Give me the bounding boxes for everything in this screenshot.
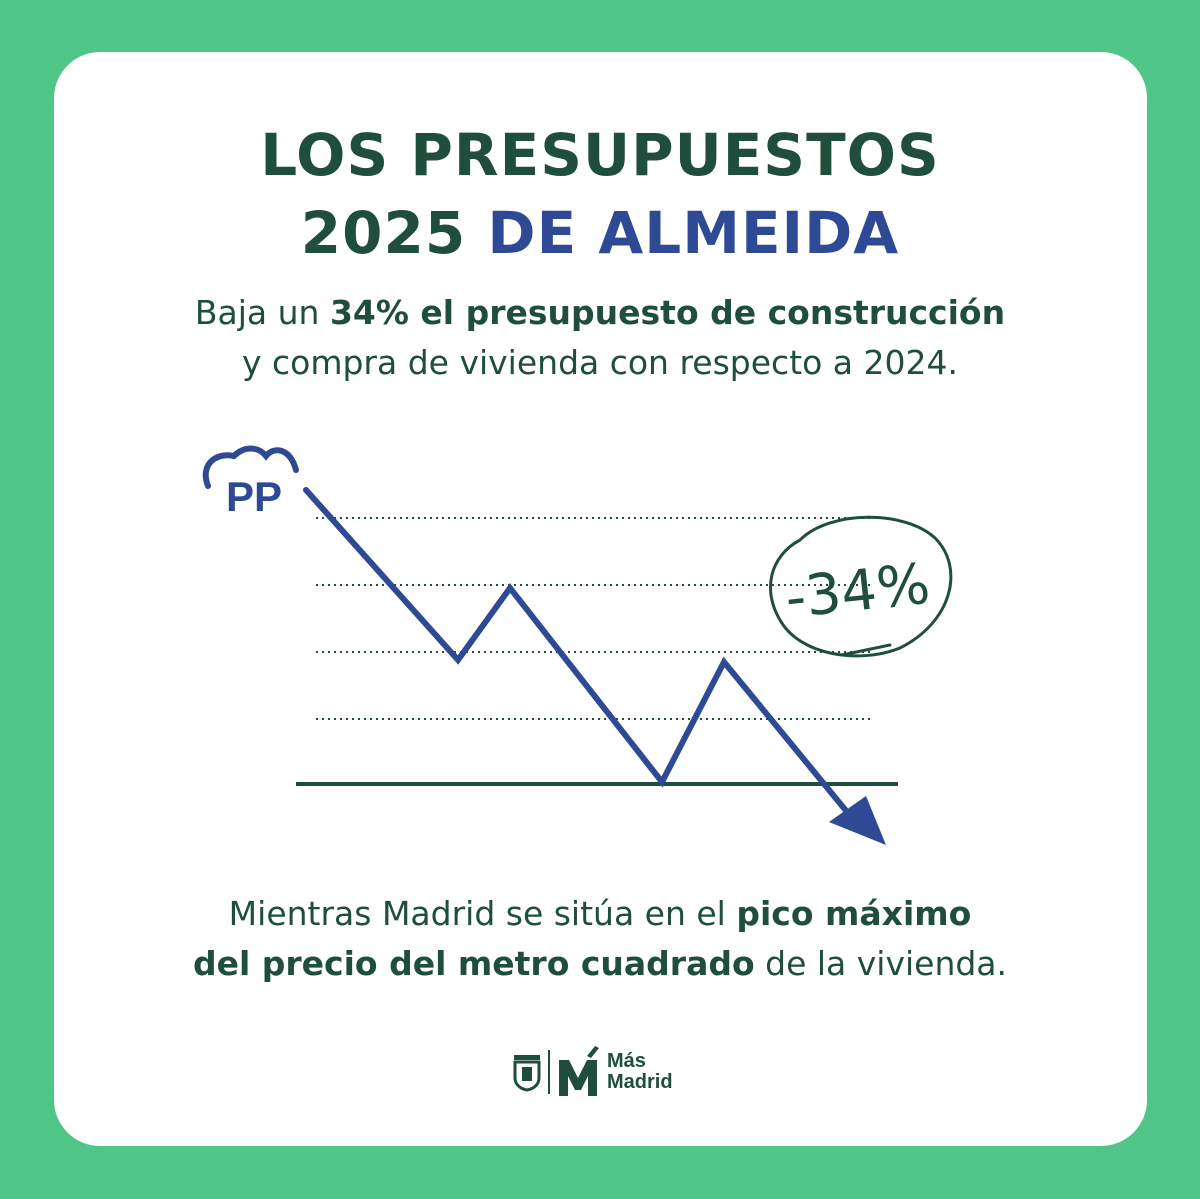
title-line-2b: DE ALMEIDA xyxy=(487,199,900,267)
subtitle-bold: 34% el presupuesto de construcción xyxy=(329,293,1006,332)
mas-madrid-logo: Más Madrid xyxy=(512,1042,673,1102)
arrow-head-icon xyxy=(829,796,886,845)
decline-arrow-line xyxy=(303,487,855,821)
dotted-guides xyxy=(316,517,872,720)
footer-bold-2: del precio del metro cuadrado xyxy=(192,944,755,983)
page-title: LOS PRESUPUESTOS 2025 DE ALMEIDA xyxy=(0,116,1200,272)
madrid-crest-icon xyxy=(513,1055,541,1092)
pp-logo-icon: PP xyxy=(202,445,299,520)
pp-logo-text: PP xyxy=(226,473,282,520)
subtitle-part-c: y compra de vivienda con respecto a 2024… xyxy=(241,343,958,382)
mas-madrid-m-icon xyxy=(559,1046,599,1096)
footer-statement: Mientras Madrid se sitúa en el pico máxi… xyxy=(0,889,1200,989)
brand-line-2: Madrid xyxy=(607,1071,673,1093)
decline-illustration: PP -34% xyxy=(202,445,953,845)
subtitle-part-a: Baja un xyxy=(194,293,330,332)
brand-line-1: Más xyxy=(607,1050,646,1072)
content-card xyxy=(54,52,1147,1146)
title-line-2a: 2025 xyxy=(300,199,488,267)
footer-part-a: Mientras Madrid se sitúa en el xyxy=(228,894,737,933)
logo-divider xyxy=(548,1050,550,1094)
title-line-1: LOS PRESUPUESTOS xyxy=(260,121,940,189)
brand-name: Más Madrid xyxy=(607,1051,673,1093)
footer-bold-1: pico máximo xyxy=(736,894,972,933)
footer-part-d: de la vivienda. xyxy=(754,944,1008,983)
annotation-text: -34% xyxy=(782,552,933,632)
percent-annotation: -34% xyxy=(768,515,953,658)
subtitle: Baja un 34% el presupuesto de construcci… xyxy=(0,288,1200,388)
